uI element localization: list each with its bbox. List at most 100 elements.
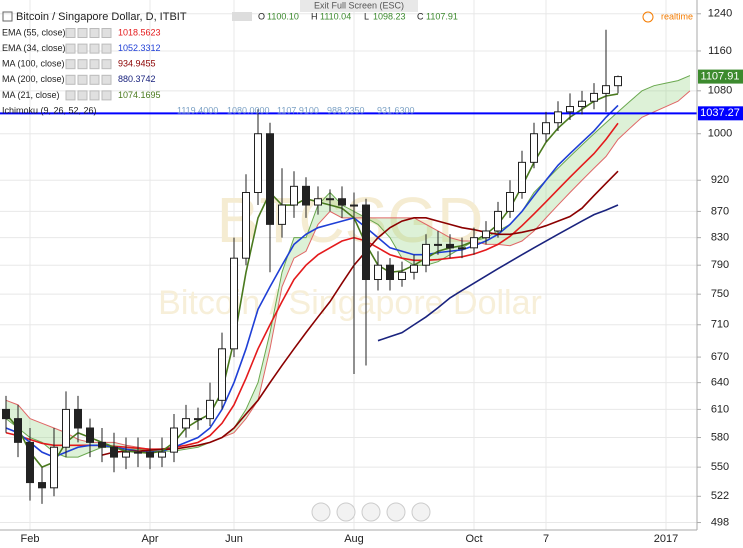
nav-buttons [311, 502, 431, 522]
indicator-value: 934.9455 [118, 59, 156, 69]
plot [0, 29, 697, 504]
candle-body [422, 243, 430, 266]
indicator-icon[interactable] [65, 59, 76, 70]
indicator-name: MA (100, close) [2, 59, 65, 69]
ichimoku-span [5, 90, 691, 450]
candle-body [134, 451, 142, 454]
y-tick-label: 550 [711, 461, 729, 473]
candle-body [14, 418, 22, 443]
indicator-icon[interactable] [101, 43, 112, 54]
candle-body [518, 161, 526, 193]
indicator-icon[interactable] [77, 28, 88, 38]
indicator-icon[interactable] [77, 90, 88, 101]
price-label-bg [698, 106, 743, 121]
nav-button[interactable] [311, 502, 331, 522]
x-tick-label: Apr [141, 533, 158, 545]
banner[interactable]: Exit Full Screen (ESC) [314, 0, 404, 10]
candle-body [62, 408, 70, 448]
y-tick-label: 1160 [708, 45, 732, 57]
candle-body [110, 446, 118, 458]
candle-body [2, 408, 10, 420]
candle-body [578, 100, 586, 108]
ohlc-value: 1100.10 [267, 11, 299, 21]
header-icons [232, 12, 252, 21]
indicator-value: 1052.3312 [118, 43, 161, 53]
candle-body [530, 133, 538, 163]
ohlc-name: O [258, 11, 265, 21]
candle-body [218, 348, 226, 401]
indicator-value: 1119.4000 [177, 105, 218, 115]
candle-body [98, 441, 106, 448]
indicator-icon[interactable] [77, 59, 88, 70]
ma-line [377, 204, 619, 342]
ohlc-value: 1107.91 [426, 11, 458, 21]
candle-body [170, 427, 178, 453]
indicator-icon[interactable] [65, 43, 76, 54]
nav-button[interactable] [336, 502, 356, 522]
candle-body [362, 204, 370, 281]
candle-body [542, 122, 550, 135]
nav-button[interactable] [361, 502, 381, 522]
candle-body [590, 92, 598, 102]
price-label: 1037.27 [700, 107, 740, 119]
x-tick-label: 2017 [654, 533, 678, 545]
indicator-icon[interactable] [65, 74, 76, 85]
candle-body [506, 191, 514, 212]
candle-body [614, 76, 622, 87]
indicator-value: 988.2350 [327, 105, 365, 115]
indicator-icon[interactable] [89, 59, 100, 70]
ma-line [5, 93, 619, 469]
indicator-value: 1074.1695 [118, 90, 161, 100]
candle-body [302, 185, 310, 206]
candle-body [374, 264, 382, 281]
ohlc-name: C [417, 11, 424, 21]
indicator-icon[interactable] [89, 43, 100, 54]
candle-body [410, 264, 418, 273]
indicator-icon[interactable] [65, 90, 76, 101]
candle-body [230, 257, 238, 350]
candle-body [182, 418, 190, 429]
candle-body [266, 133, 274, 225]
candle-body [398, 271, 406, 281]
y-tick-label: 830 [711, 232, 729, 244]
candle-body [146, 451, 154, 458]
y-tick-label: 522 [711, 490, 729, 502]
indicator-icon[interactable] [89, 90, 100, 101]
candle-body [206, 399, 214, 420]
indicator-value: 931.6300 [377, 105, 415, 115]
indicator-icon[interactable] [65, 28, 76, 38]
nav-button[interactable] [411, 502, 431, 522]
status: realtime [661, 11, 693, 21]
indicator-icon[interactable] [101, 28, 112, 38]
candle-body [338, 198, 346, 206]
ohlc-name: L [364, 11, 369, 21]
indicator-icon[interactable] [77, 74, 88, 85]
candle-body [314, 198, 322, 206]
x-tick-label: Aug [344, 533, 364, 545]
ohlc-value: 1110.04 [320, 11, 351, 21]
header-icon [2, 11, 13, 22]
candle-body [122, 451, 130, 458]
status-icon [642, 11, 654, 23]
nav-button[interactable] [386, 502, 406, 522]
candle-body [566, 106, 574, 113]
indicator-icon[interactable] [101, 90, 112, 101]
indicator-icon[interactable] [101, 74, 112, 85]
candle-body [446, 243, 454, 249]
indicator-icon[interactable] [77, 43, 88, 54]
ma-line [101, 170, 619, 456]
indicator-name: EMA (34, close) [2, 43, 66, 53]
indicator-name: MA (21, close) [2, 90, 60, 100]
indicator-icon[interactable] [101, 59, 112, 70]
y-tick-label: 1080 [708, 85, 732, 97]
x-tick-label: 7 [543, 533, 549, 545]
candle-body [278, 204, 286, 225]
candle-body [470, 237, 478, 249]
indicator-icon[interactable] [89, 74, 100, 85]
indicator-icon[interactable] [89, 28, 100, 38]
y-tick-label: 920 [711, 174, 729, 186]
indicator-name: Ichimoku (9, 26, 52, 26) [2, 105, 97, 115]
y-tick-label: 750 [711, 288, 729, 300]
candle-body [458, 247, 466, 250]
